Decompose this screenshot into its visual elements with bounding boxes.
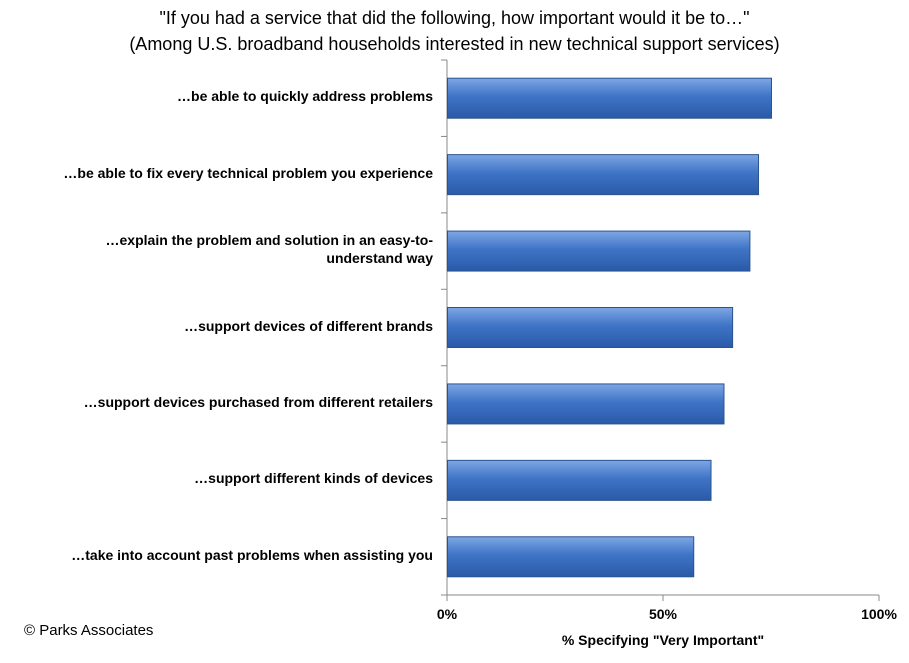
copyright-credit: © Parks Associates bbox=[24, 622, 154, 639]
category-label: …support devices purchased from differen… bbox=[83, 393, 433, 410]
x-axis-label: % Specifying "Very Important" bbox=[561, 632, 765, 648]
bar bbox=[447, 459, 712, 501]
bar bbox=[447, 230, 751, 272]
category-label: …support devices of different brands bbox=[184, 317, 433, 334]
chart-title: "If you had a service that did the follo… bbox=[159, 8, 750, 28]
bar bbox=[447, 154, 760, 196]
bar bbox=[447, 536, 695, 578]
bar bbox=[447, 383, 725, 425]
x-tick-label: 50% bbox=[648, 606, 678, 622]
category-label: …be able to fix every technical problem … bbox=[63, 164, 433, 181]
bar bbox=[447, 307, 734, 348]
bar bbox=[447, 77, 772, 119]
category-label: …take into account past problems when as… bbox=[71, 546, 433, 563]
category-label: …support different kinds of devices bbox=[194, 470, 433, 487]
category-label: …explain the problem and solution in an … bbox=[105, 232, 433, 267]
chart-subtitle: (Among U.S. broadband households interes… bbox=[129, 34, 780, 54]
x-tick-label: 100% bbox=[861, 606, 897, 622]
x-tick-label: 0% bbox=[436, 606, 458, 622]
category-label: …be able to quickly address problems bbox=[177, 88, 433, 105]
